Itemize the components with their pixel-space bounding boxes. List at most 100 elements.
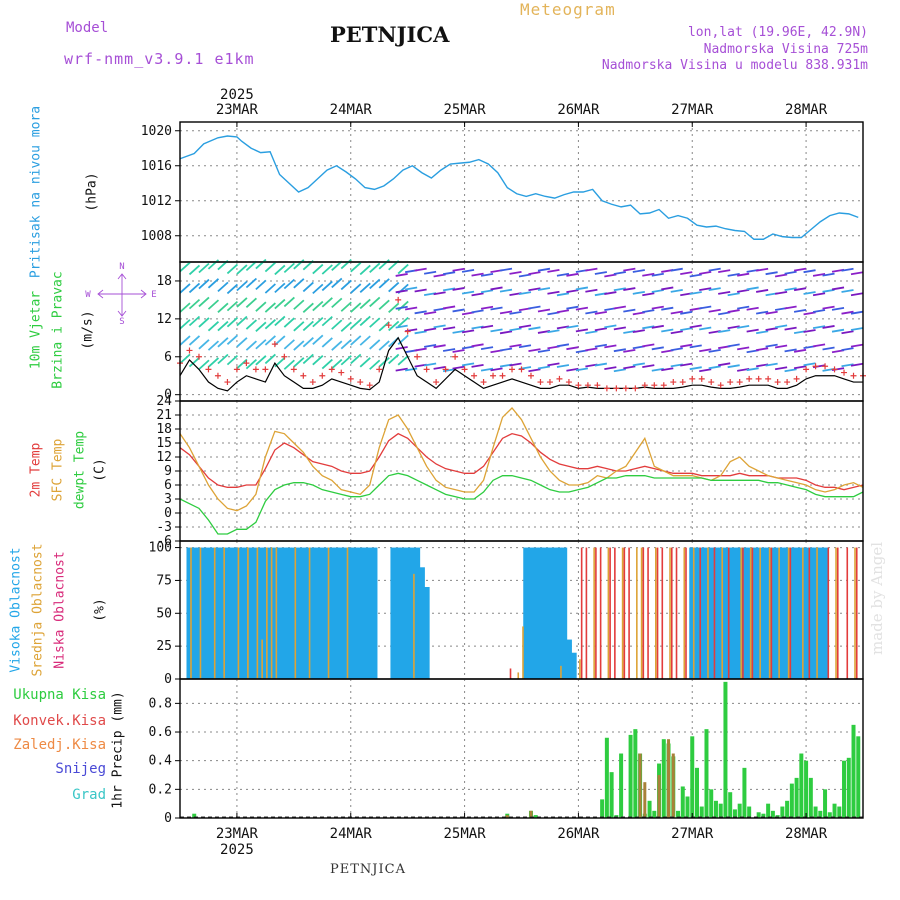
y-tick-label: 1020 (141, 124, 172, 139)
wind-arrow (803, 362, 816, 367)
wind-arrow (699, 271, 712, 275)
wind-arrow (774, 366, 788, 371)
wind-arrow (737, 324, 750, 329)
wind-gust-marker (205, 366, 212, 373)
mid-cloud-bar (256, 547, 259, 679)
wind-arrow (822, 346, 835, 351)
high-cloud-bar (233, 547, 240, 679)
high-cloud-bar (195, 547, 202, 679)
bottom-day-label: 23MAR (216, 826, 259, 842)
wind-gust-marker (319, 372, 326, 379)
wind-arrow (350, 353, 362, 365)
y-tick-label: 24 (156, 394, 172, 409)
wind-arrow (765, 327, 778, 331)
low-cloud-bar (836, 547, 839, 679)
wind-arrow (537, 287, 551, 291)
wind-arrow (841, 347, 854, 351)
total-precip-bar (192, 813, 197, 818)
total-precip-bar (842, 760, 847, 818)
wind-arrow (850, 362, 864, 367)
high-cloud-bar (286, 547, 293, 679)
wind-arrow (509, 327, 522, 332)
high-cloud-bar (347, 547, 354, 679)
wind-arrow (340, 338, 352, 350)
high-cloud-axis-label: Visoka Oblacnost (9, 547, 24, 672)
wind-arrow (236, 337, 248, 348)
wind-arrow (378, 299, 390, 311)
wind-arrow (461, 268, 475, 273)
high-cloud-bar (741, 547, 748, 679)
high-cloud-bar (746, 547, 753, 679)
wind-arrow (632, 290, 645, 295)
wind-arrow (642, 364, 655, 368)
high-cloud-bar (361, 547, 368, 679)
wind-arrow (708, 287, 721, 292)
wind-arrow (784, 326, 797, 331)
wind-arrow (812, 343, 826, 348)
wind-arrow (499, 288, 513, 293)
low-cloud-bar (642, 547, 645, 679)
pressure-line (179, 135, 859, 240)
wind-arrow (518, 344, 532, 349)
high-cloud-bar (546, 547, 553, 679)
wind-gust-marker (395, 296, 402, 303)
footer-station: PETNJICA (330, 862, 406, 877)
high-cloud-bar (276, 547, 283, 679)
wind-gust-marker (490, 372, 497, 379)
wind-arrow (661, 306, 674, 311)
wind-arrow (718, 291, 731, 295)
wind-gust-marker (347, 375, 354, 382)
wind-arrow (490, 328, 503, 333)
wind-arrow (255, 339, 267, 350)
high-cloud-bar (788, 547, 795, 679)
wind-arrow (585, 288, 598, 293)
mid-cloud-bar (579, 659, 581, 679)
wind-arrow (774, 324, 788, 329)
wind-arrow (350, 318, 362, 330)
high-cloud-bar (404, 547, 411, 679)
wind-arrow (746, 328, 759, 333)
wind-arrow (831, 286, 845, 291)
wind-arrow (651, 272, 664, 277)
wind-arrow (547, 329, 560, 334)
wind-arrow (207, 340, 220, 351)
high-cloud-bar (224, 547, 231, 679)
wind-arrow (359, 264, 371, 276)
wind-arrow (556, 343, 570, 348)
bottom-day-label: 25MAR (444, 826, 487, 842)
wind-arrow (340, 301, 352, 312)
wind-arrow (575, 367, 589, 372)
wind-arrow (774, 273, 788, 278)
pressure-frame (179, 121, 864, 263)
wind-arrow (433, 344, 446, 349)
wind-arrow (283, 317, 295, 328)
wind-gust-marker (822, 363, 829, 370)
wind-gust-marker (698, 375, 705, 382)
high-cloud-bar (252, 547, 259, 679)
wind-arrow (661, 328, 674, 333)
wind-arrow (442, 326, 456, 331)
low-cloud-bar (614, 547, 616, 679)
high-cloud-bar (333, 547, 340, 679)
wind-arrow (699, 326, 712, 331)
wind-arrow (623, 287, 636, 291)
wind-arrow (585, 330, 598, 335)
y-tick-label: 1016 (141, 159, 172, 174)
wind-arrow (623, 365, 636, 370)
wind-arrow (765, 271, 778, 276)
mid-cloud-axis-label: Srednja Oblacnost (31, 543, 46, 676)
wind-arrow (613, 368, 626, 373)
wind-arrow (331, 340, 343, 351)
mid-cloud-bar (768, 547, 771, 679)
wind-arrow (727, 325, 740, 330)
wind-arrow (188, 356, 201, 368)
wind-arrow (784, 368, 797, 373)
high-cloud-bar (191, 547, 198, 679)
wind-arrow (442, 348, 456, 352)
low-cloud-bar (670, 547, 673, 679)
high-cloud-bar (324, 547, 331, 679)
wind-gust-marker (831, 366, 838, 373)
wind-axis-sublabel: Brzina i Pravac (51, 271, 66, 388)
wind-arrow (509, 343, 522, 348)
wind-gust-marker (774, 379, 781, 386)
